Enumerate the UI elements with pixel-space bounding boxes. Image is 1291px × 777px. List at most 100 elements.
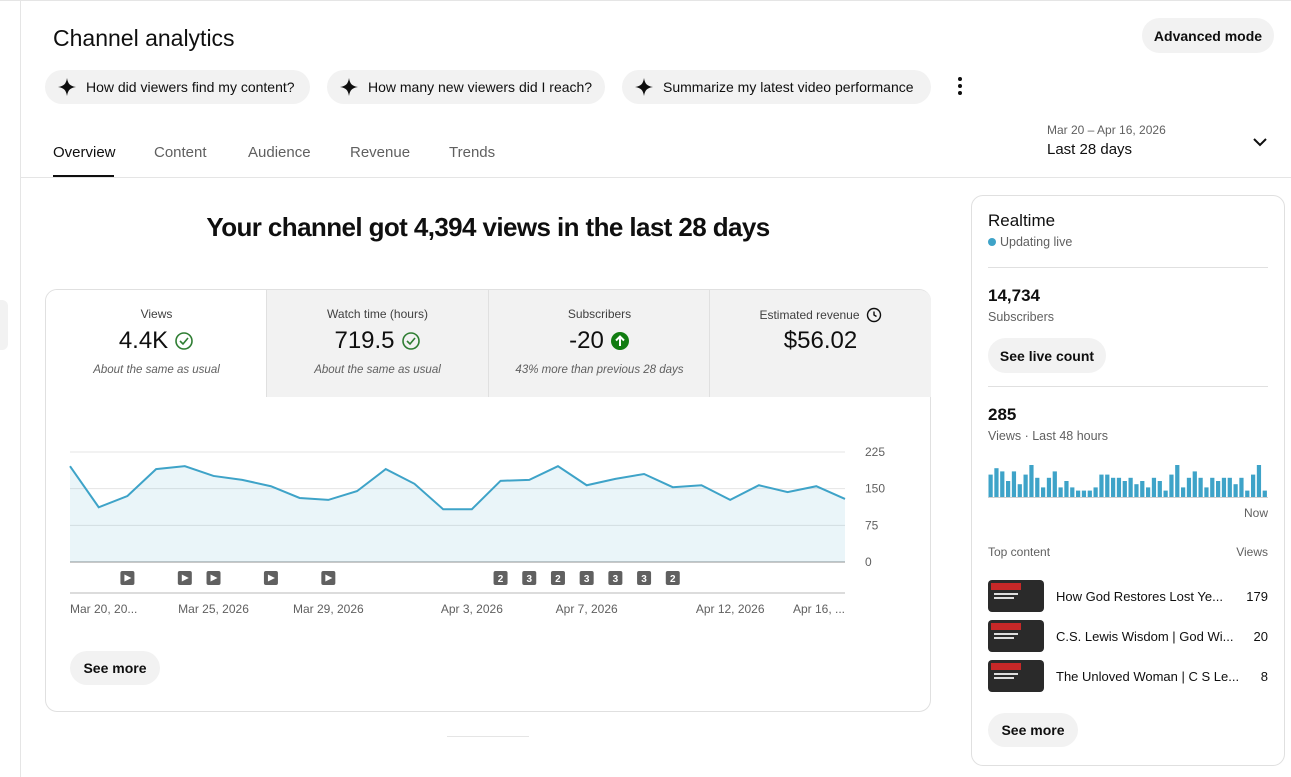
realtime-bar [1262, 490, 1267, 497]
tab[interactable]: Content [154, 144, 207, 161]
realtime-bar [1122, 481, 1127, 497]
metric-label: Estimated revenue [759, 308, 860, 322]
date-range-label[interactable]: Last 28 days [1047, 141, 1133, 158]
video-title[interactable]: C.S. Lewis Wisdom | God Wi... [1056, 629, 1234, 644]
realtime-bar [988, 474, 993, 497]
realtime-bar [1076, 490, 1081, 497]
y-tick-label: 225 [865, 445, 885, 459]
metric-tile[interactable]: Subscribers -20 43% more than previous 2… [488, 290, 710, 397]
realtime-bar [1128, 477, 1133, 497]
realtime-status: Updating live [1000, 235, 1073, 249]
thumbnail[interactable] [988, 660, 1044, 692]
realtime-card [971, 195, 1285, 766]
metric-tile[interactable]: Estimated revenue $56.02 [709, 290, 931, 397]
suggestion-chip[interactable]: Summarize my latest video performance [622, 70, 931, 104]
play-icon [181, 574, 189, 582]
video-count: 3 [526, 574, 532, 585]
line [69, 465, 846, 511]
sparkle-icon [58, 78, 76, 96]
realtime-views-label: Views · Last 48 hours [988, 429, 1108, 443]
suggestion-chip[interactable]: How many new viewers did I reach? [327, 70, 605, 104]
realtime-bar [1087, 490, 1092, 497]
realtime-bar [1221, 477, 1227, 497]
realtime-bar [1000, 471, 1005, 497]
metric-tile[interactable]: Watch time (hours) 719.5 About the same … [266, 290, 488, 397]
play-icon [124, 574, 132, 582]
area [70, 466, 845, 562]
y-tick-label: 150 [865, 482, 885, 496]
x-tick-label: Mar 20, 20... [70, 602, 137, 616]
y-tick-label: 0 [865, 555, 872, 569]
check-icon [175, 332, 193, 350]
advanced-mode-button[interactable]: Advanced mode [1142, 18, 1274, 53]
subscriber-count: 14,734 [988, 286, 1040, 305]
realtime-bar [1157, 481, 1162, 497]
thumbnail[interactable] [988, 580, 1044, 612]
suggestion-text: Summarize my latest video performance [663, 79, 914, 95]
realtime-bar [1233, 484, 1238, 497]
video-title[interactable]: How God Restores Lost Ye... [1056, 589, 1223, 604]
video-title[interactable]: The Unloved Woman | C S Le... [1056, 669, 1240, 684]
realtime-bar [1186, 477, 1192, 497]
tab[interactable]: Trends [449, 144, 496, 161]
metric-label: Subscribers [567, 307, 632, 321]
metric-tile[interactable]: Views 4.4K About the same as usual [46, 290, 267, 397]
realtime-bar [1041, 487, 1046, 497]
video-marker [493, 571, 508, 585]
realtime-bar [1105, 474, 1110, 497]
realtime-bar [1227, 477, 1232, 497]
see-more-button[interactable]: See more [70, 651, 160, 685]
tab[interactable]: Audience [248, 144, 311, 161]
thumbnail[interactable] [988, 620, 1044, 652]
tabs-divider [20, 177, 1291, 178]
divider [988, 386, 1268, 387]
sparkle-icon [635, 78, 653, 96]
tab-underline [53, 175, 114, 177]
live-count-button[interactable]: See live count [988, 338, 1106, 373]
video-count: 2 [555, 574, 561, 585]
realtime-bar [1210, 477, 1215, 497]
clock-icon [866, 307, 881, 323]
realtime-bar [1111, 477, 1116, 497]
realtime-bar [1146, 487, 1151, 497]
x-tick-label: Apr 7, 2026 [556, 602, 618, 616]
realtime-bar [1256, 465, 1262, 497]
x-tick-label: Apr 3, 2026 [441, 602, 503, 616]
now-label: Now [1243, 506, 1268, 520]
video-marker [579, 571, 594, 585]
video-marker [637, 571, 652, 585]
video-views: 179 [1246, 589, 1268, 604]
realtime-bar [1035, 477, 1040, 497]
nav-edge [20, 0, 21, 777]
realtime-bar [1029, 465, 1034, 497]
scroll-indicator [447, 736, 529, 737]
realtime-bar [1046, 477, 1052, 497]
live-dot [988, 238, 996, 246]
metric-label: Views [140, 307, 173, 321]
subscriber-label: Subscribers [988, 310, 1054, 324]
divider [988, 267, 1268, 268]
more-menu[interactable] [952, 76, 968, 96]
see-more-button[interactable]: See more [988, 713, 1078, 747]
top-border [0, 0, 1291, 1]
metric-value: 719.5 [334, 327, 395, 354]
suggestion-chip[interactable]: How did viewers find my content? [45, 70, 310, 104]
realtime-bar [1216, 481, 1221, 497]
realtime-bar [1198, 477, 1203, 497]
tab[interactable]: Overview [53, 144, 116, 161]
suggestion-text: How many new viewers did I reach? [368, 79, 593, 95]
date-dropdown[interactable] [1252, 136, 1268, 148]
metric-value: -20 [569, 327, 604, 354]
tab[interactable]: Revenue [350, 144, 411, 161]
nav-handle[interactable] [0, 300, 8, 350]
x-tick-label: Mar 29, 2026 [293, 602, 364, 616]
video-marker [522, 571, 537, 585]
x-tick-label: Mar 25, 2026 [178, 602, 249, 616]
realtime-bar [1070, 487, 1075, 497]
metric-value: $56.02 [783, 327, 858, 354]
play-icon [210, 574, 218, 582]
y-tick-label: 75 [865, 518, 879, 532]
video-marker [608, 571, 623, 585]
realtime-bar [994, 468, 999, 497]
